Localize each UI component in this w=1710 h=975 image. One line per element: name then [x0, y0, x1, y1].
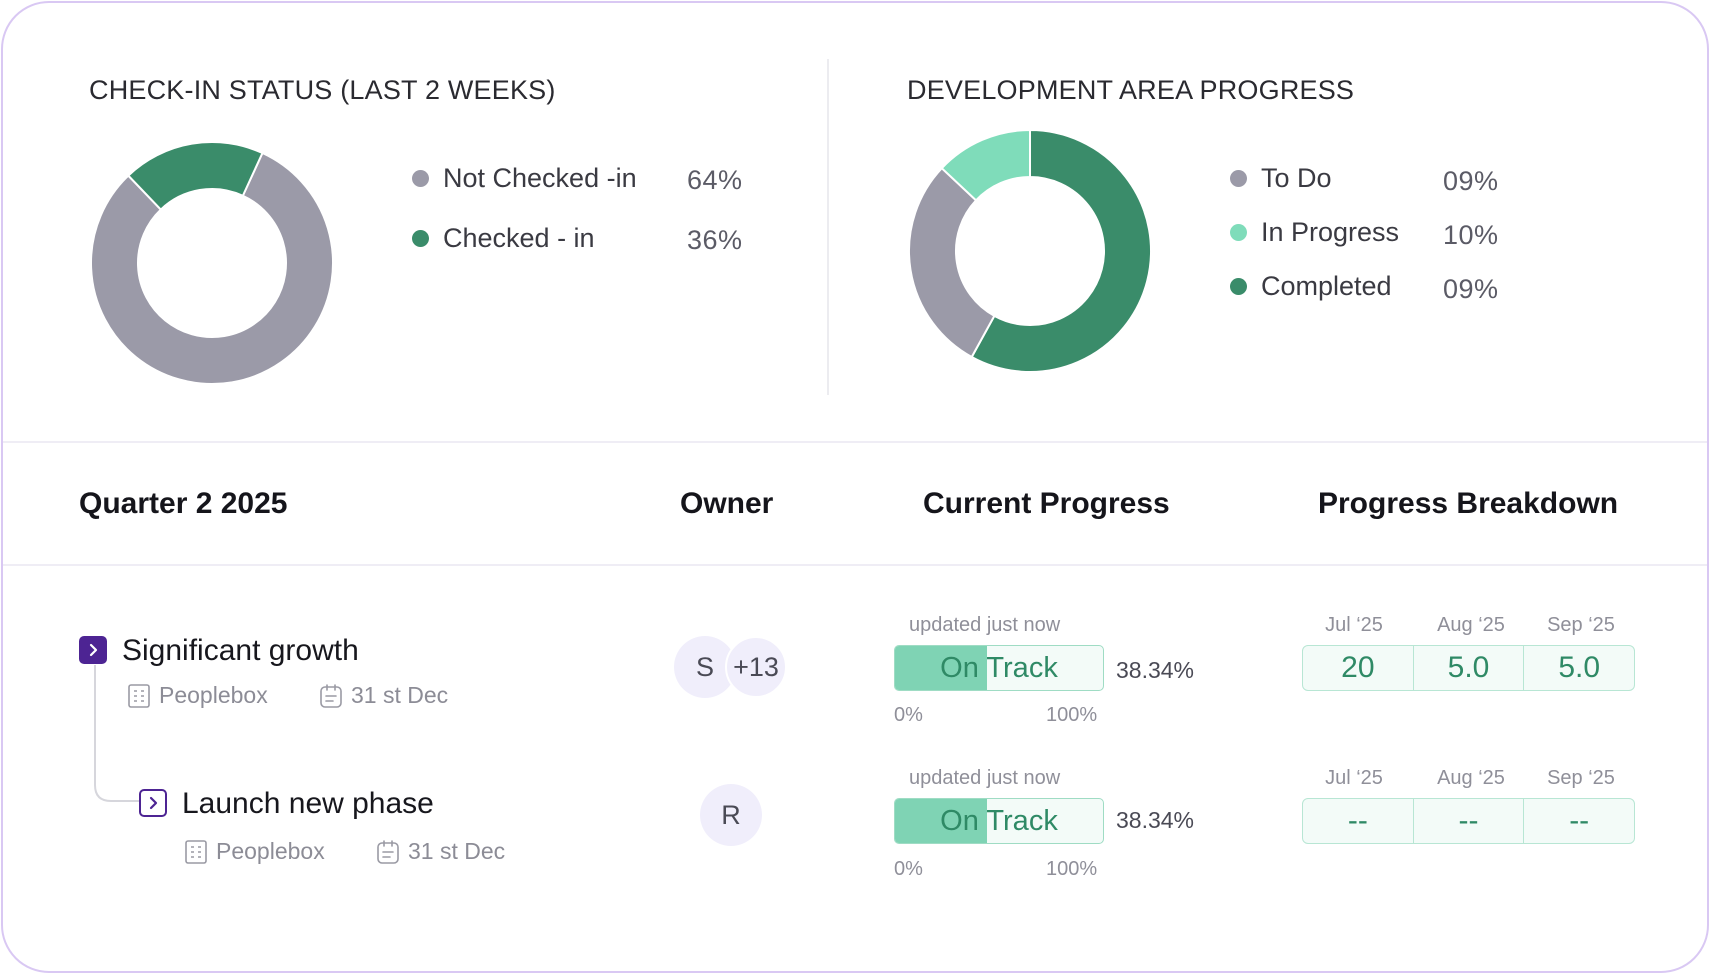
progress-breakdown-row: -- -- -- [1302, 798, 1635, 844]
month-jul: Jul ‘25 [1325, 767, 1383, 789]
legend-dot-green [412, 230, 429, 247]
status-label: On Track [940, 804, 1058, 837]
header-progress-breakdown[interactable]: Progress Breakdown [1318, 487, 1619, 520]
donut-slice-in-progress[interactable] [940, 128, 1031, 202]
legend-label: Not Checked -in [443, 163, 637, 193]
breakdown-cell-aug[interactable]: -- [1414, 799, 1525, 843]
legend-label: To Do [1261, 163, 1332, 193]
progress-breakdown-row: 20 5.0 5.0 [1302, 645, 1635, 691]
checkin-donut-chart [90, 141, 334, 385]
owner-more-avatar[interactable]: +13 [725, 636, 787, 698]
breakdown-cell-jul[interactable]: 20 [1303, 646, 1414, 690]
legend-not-checked-in: Not Checked -in [412, 163, 637, 194]
row-org: Peoplebox [184, 838, 325, 865]
status-label: On Track [940, 651, 1058, 684]
section-divider [827, 59, 829, 395]
legend-pct-completed: 09% [1443, 274, 1499, 304]
progress-bar-fill [895, 799, 987, 843]
breakdown-cell-sep[interactable]: -- [1569, 804, 1590, 837]
scale-max: 100% [1046, 858, 1098, 880]
table-top-divider [3, 441, 1707, 443]
tree-connector-line [94, 665, 141, 802]
legend-label: In Progress [1261, 217, 1400, 247]
legend-dot-grey [1230, 170, 1247, 187]
chevron-right-icon [89, 643, 98, 657]
legend-to-do: To Do [1230, 163, 1332, 194]
calendar-icon [320, 683, 342, 708]
month-aug: Aug ‘25 [1437, 767, 1505, 789]
expand-row-button[interactable] [139, 789, 167, 817]
legend-pct-in-progress: 10% [1443, 220, 1499, 250]
breakdown-cell-jul[interactable]: -- [1303, 799, 1414, 843]
legend-pct-not-checked-in: 64% [687, 165, 743, 195]
building-icon [128, 683, 150, 708]
month-aug: Aug ‘25 [1437, 614, 1505, 636]
legend-dot-grey [412, 170, 429, 187]
owner-avatar[interactable]: R [700, 784, 762, 846]
progress-percent: 38.34% [1116, 807, 1195, 833]
progress-bar[interactable]: On Track [894, 798, 1104, 844]
expand-row-button[interactable] [79, 636, 107, 664]
dev-donut-chart [908, 128, 1152, 373]
row-org-label: Peoplebox [159, 682, 268, 708]
legend-in-progress: In Progress [1230, 217, 1399, 248]
donut-slice-checked-in[interactable] [126, 141, 264, 211]
row-title-launch-new-phase[interactable]: Launch new phase [182, 787, 434, 820]
row-org: Peoplebox [127, 682, 268, 709]
header-current-progress[interactable]: Current Progress [923, 487, 1170, 520]
calendar-icon [377, 839, 399, 864]
breakdown-cell-sep[interactable]: 5.0 [1558, 651, 1601, 684]
legend-dot-green [1230, 278, 1247, 295]
legend-label: Completed [1261, 271, 1392, 301]
donut-slice-to-do[interactable] [908, 166, 996, 359]
checkin-title: CHECK-IN STATUS (LAST 2 WEEKS) [89, 75, 556, 105]
donut-slice-not-checked-in[interactable] [90, 151, 334, 385]
table-header-divider [3, 564, 1707, 566]
row-date-label: 31 st Dec [408, 838, 506, 864]
progress-percent: 38.34% [1116, 657, 1195, 683]
legend-pct-checked-in: 36% [687, 225, 743, 255]
row-date: 31 st Dec [319, 682, 448, 709]
row-date: 31 st Dec [376, 838, 505, 865]
chevron-right-icon [149, 796, 158, 810]
legend-label: Checked - in [443, 223, 595, 253]
updated-label: updated just now [909, 614, 1061, 636]
row-org-label: Peoplebox [216, 838, 325, 864]
legend-checked-in: Checked - in [412, 223, 595, 254]
dev-title: DEVELOPMENT AREA PROGRESS [907, 75, 1355, 105]
row-title-significant-growth[interactable]: Significant growth [122, 634, 359, 667]
building-icon [185, 839, 207, 864]
scale-max: 100% [1046, 704, 1098, 726]
progress-bar-fill [895, 646, 987, 690]
header-quarter[interactable]: Quarter 2 2025 [79, 487, 288, 520]
month-sep: Sep ‘25 [1547, 767, 1615, 789]
scale-min: 0% [894, 858, 923, 880]
month-sep: Sep ‘25 [1547, 614, 1615, 636]
breakdown-cell-aug[interactable]: 5.0 [1414, 646, 1525, 690]
month-jul: Jul ‘25 [1325, 614, 1383, 636]
header-owner[interactable]: Owner [680, 487, 774, 520]
legend-dot-mint [1230, 224, 1247, 241]
scale-min: 0% [894, 704, 923, 726]
updated-label: updated just now [909, 767, 1061, 789]
donut-slice-completed[interactable] [970, 128, 1152, 373]
legend-completed: Completed [1230, 271, 1392, 302]
progress-bar[interactable]: On Track [894, 645, 1104, 691]
legend-pct-to-do: 09% [1443, 166, 1499, 196]
row-date-label: 31 st Dec [351, 682, 449, 708]
